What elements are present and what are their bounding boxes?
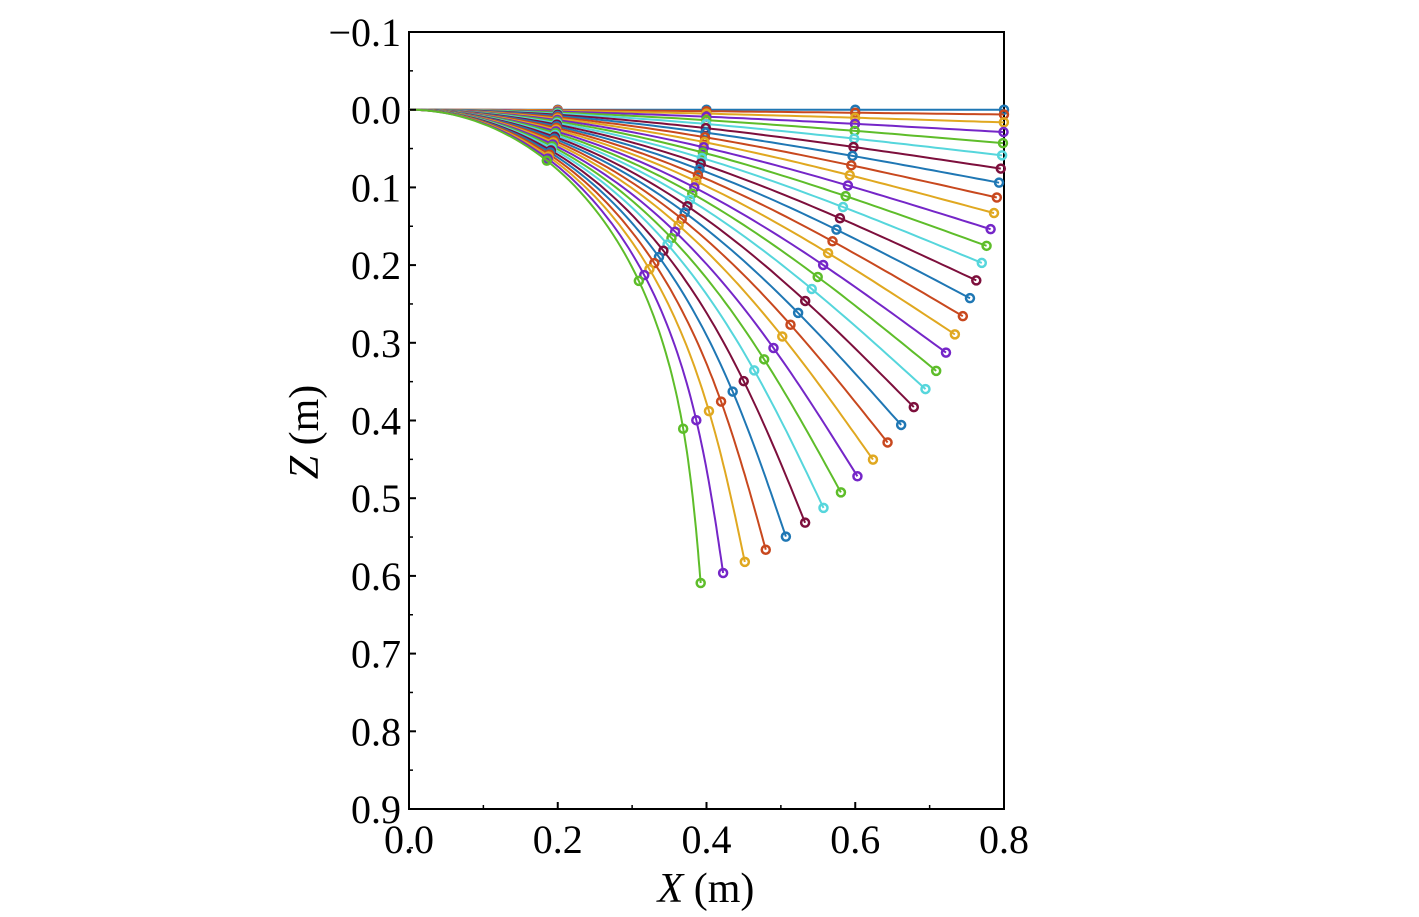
series-marker <box>964 292 976 304</box>
series-marker <box>758 354 770 365</box>
series-marker <box>649 257 660 269</box>
series-marker <box>697 147 709 158</box>
series-marker <box>949 329 961 340</box>
series-marker <box>882 437 893 448</box>
series-marker <box>895 419 907 431</box>
series-marker <box>812 271 823 283</box>
x-tick-label: 0.2 <box>533 817 583 862</box>
y-tick-label: 0.9 <box>351 787 401 832</box>
series-marker <box>694 164 705 175</box>
series-marker <box>997 137 1009 149</box>
y-tick-label: 0.0 <box>351 88 401 133</box>
series-marker <box>692 170 704 181</box>
series-marker <box>699 136 710 148</box>
series-marker <box>985 223 996 235</box>
series-line <box>408 108 746 563</box>
series-marker <box>748 365 760 376</box>
series-marker <box>695 158 706 169</box>
series-marker <box>703 405 715 417</box>
series-marker <box>998 126 1009 138</box>
y-tick-label: 0.1 <box>351 165 401 210</box>
series-marker <box>695 577 706 589</box>
series-marker <box>998 117 1010 128</box>
y-axis-label: Z (m) <box>282 385 328 480</box>
series-marker <box>827 236 838 247</box>
series-marker <box>677 423 689 434</box>
y-tick-label: 0.4 <box>351 399 401 444</box>
series-marker <box>817 259 829 271</box>
y-axis-ticks: −0.1 0.0 0.1 0.2 0.3 0.4 0.5 0.6 0.7 0.8 0.9 <box>328 10 416 849</box>
series-marker <box>920 383 931 395</box>
series-marker <box>717 567 729 579</box>
series-marker <box>690 176 702 187</box>
x-tick-label: 0.8 <box>979 817 1029 862</box>
series-marker <box>971 275 982 286</box>
x-tick-label: 0.6 <box>830 817 880 862</box>
y-tick-label: −0.1 <box>328 10 401 55</box>
y-tick-label: 0.3 <box>351 321 401 366</box>
series-marker <box>867 454 879 465</box>
series-marker <box>780 531 792 542</box>
series-marker <box>995 163 1007 174</box>
series-marker <box>991 192 1003 203</box>
x-tick-label: 0.0 <box>384 817 434 862</box>
series-layer <box>408 104 1010 589</box>
series-marker <box>715 396 727 407</box>
series-marker <box>818 502 829 514</box>
y-tick-label: 0.5 <box>351 476 401 521</box>
series-marker <box>760 544 772 555</box>
series-marker <box>785 319 796 330</box>
series-marker <box>837 201 849 213</box>
series-marker <box>727 386 738 397</box>
series-marker <box>852 471 863 482</box>
series-marker <box>996 150 1008 161</box>
series-marker <box>993 177 1005 188</box>
series-marker <box>847 150 858 162</box>
series-line <box>408 108 702 584</box>
x-tick-label: 0.4 <box>682 817 732 862</box>
series-marker <box>930 365 942 377</box>
y-tick-label: 0.6 <box>351 554 401 599</box>
series-marker <box>777 331 788 342</box>
series-marker <box>940 347 952 358</box>
series-marker <box>976 257 988 269</box>
series-marker <box>696 152 708 164</box>
series-marker <box>988 207 1000 219</box>
x-axis-label: X (m) <box>656 866 755 912</box>
series-line <box>408 108 725 574</box>
series-marker <box>831 224 842 235</box>
series-line <box>408 108 859 477</box>
series-marker <box>842 180 854 191</box>
series-marker <box>799 517 811 528</box>
series-line <box>408 108 767 550</box>
series-marker <box>846 160 857 171</box>
series-marker <box>738 375 749 387</box>
series-marker <box>806 283 817 295</box>
series-marker <box>644 263 655 275</box>
series-marker <box>908 401 920 413</box>
series-marker <box>844 169 856 181</box>
series-marker <box>834 212 846 224</box>
series-marker <box>957 310 969 322</box>
y-tick-label: 0.7 <box>351 632 401 677</box>
series-marker <box>698 141 709 153</box>
x-axis-ticks: 0.0 0.2 0.4 0.6 0.8 <box>384 802 1029 862</box>
y-tick-label: 0.2 <box>351 243 401 288</box>
series-marker <box>541 155 553 166</box>
series-marker <box>768 342 779 354</box>
series-marker <box>638 269 650 281</box>
series-marker <box>835 487 847 498</box>
series-marker <box>633 275 645 287</box>
series-marker <box>792 307 804 319</box>
series-marker <box>981 240 992 252</box>
series-marker <box>739 556 751 568</box>
series-marker <box>849 112 861 123</box>
series-marker <box>799 295 811 307</box>
y-tick-label: 0.8 <box>351 709 401 754</box>
series-marker <box>691 414 702 426</box>
series-line <box>408 108 842 493</box>
series-marker <box>822 247 834 259</box>
series-marker <box>840 190 851 202</box>
